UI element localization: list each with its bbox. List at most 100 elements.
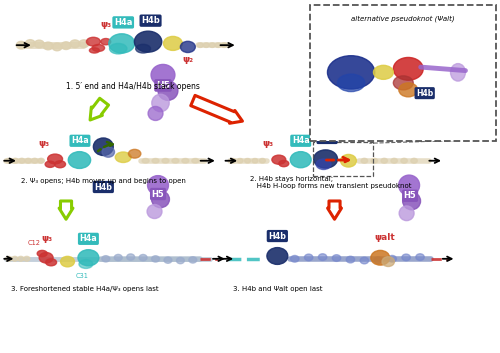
Text: H4b H-loop forms new transient pseudoknot: H4b H-loop forms new transient pseudokno… [250,183,412,189]
Ellipse shape [90,48,100,53]
Text: 2. H4b stays horizontal;: 2. H4b stays horizontal; [250,176,333,182]
Text: C31: C31 [76,273,88,279]
Ellipse shape [136,44,150,53]
Text: C12: C12 [27,240,40,246]
Ellipse shape [158,81,178,100]
Ellipse shape [209,43,215,47]
Ellipse shape [110,43,127,54]
Text: 2. Ψ₃ opens; H4b moves up and begins to open: 2. Ψ₃ opens; H4b moves up and begins to … [22,178,186,184]
Ellipse shape [381,158,388,163]
Ellipse shape [411,158,418,163]
Ellipse shape [360,257,368,264]
Ellipse shape [6,158,12,163]
Ellipse shape [204,43,209,47]
Ellipse shape [116,152,131,162]
Ellipse shape [346,256,354,263]
Ellipse shape [416,254,424,261]
Text: H5: H5 [156,81,170,90]
Ellipse shape [361,158,368,163]
Ellipse shape [86,37,101,46]
Ellipse shape [391,158,398,163]
Ellipse shape [180,41,196,53]
Ellipse shape [252,158,258,163]
Ellipse shape [147,204,162,219]
Ellipse shape [45,161,55,167]
Text: H5: H5 [152,190,164,198]
Text: ψ₃: ψ₃ [38,139,49,148]
Ellipse shape [152,191,170,208]
FancyArrowPatch shape [191,95,242,123]
Text: H4a: H4a [80,234,98,243]
Ellipse shape [290,256,299,262]
Ellipse shape [402,254,410,261]
Ellipse shape [374,257,382,263]
Ellipse shape [318,254,327,261]
Ellipse shape [24,256,30,261]
Ellipse shape [16,41,26,49]
Ellipse shape [48,154,62,164]
Ellipse shape [371,158,378,163]
Text: H4b: H4b [318,133,336,143]
Ellipse shape [314,150,338,168]
Ellipse shape [164,257,172,263]
Ellipse shape [399,83,417,97]
Ellipse shape [316,159,331,169]
Text: H4a: H4a [114,18,132,27]
FancyArrowPatch shape [328,201,342,219]
Text: H4a: H4a [71,136,89,145]
Ellipse shape [92,44,104,52]
Ellipse shape [260,158,266,163]
Ellipse shape [237,158,243,163]
Ellipse shape [398,175,419,196]
Ellipse shape [148,107,163,120]
Ellipse shape [164,36,182,50]
Ellipse shape [39,252,53,263]
Ellipse shape [79,40,89,48]
Ellipse shape [394,58,423,80]
Ellipse shape [450,64,466,81]
Ellipse shape [18,158,25,163]
Ellipse shape [152,158,159,163]
Ellipse shape [37,250,47,257]
Ellipse shape [12,158,18,163]
Ellipse shape [109,34,134,53]
Ellipse shape [134,31,162,52]
Ellipse shape [215,43,221,47]
Ellipse shape [172,158,179,163]
FancyArrowPatch shape [59,201,73,219]
Ellipse shape [152,94,169,112]
Ellipse shape [18,256,24,261]
Ellipse shape [46,259,56,266]
Ellipse shape [338,74,365,92]
FancyBboxPatch shape [310,5,496,142]
Ellipse shape [272,155,286,164]
Text: ψ₃: ψ₃ [100,20,112,29]
Ellipse shape [244,158,250,163]
Text: H4b: H4b [268,232,286,240]
Ellipse shape [399,206,414,221]
Text: 3. H4b and Ψalt open last: 3. H4b and Ψalt open last [232,286,322,292]
Text: ψ₃: ψ₃ [42,234,52,243]
Ellipse shape [52,43,62,51]
Ellipse shape [374,65,394,79]
Ellipse shape [79,260,93,268]
Ellipse shape [60,256,74,267]
Ellipse shape [382,257,394,267]
Ellipse shape [54,161,66,168]
Ellipse shape [230,158,235,163]
Ellipse shape [332,255,340,261]
Ellipse shape [371,250,390,265]
Ellipse shape [340,154,356,167]
Ellipse shape [114,255,122,261]
Ellipse shape [94,138,114,155]
Text: ψalt: ψalt [374,233,394,242]
Ellipse shape [26,40,35,47]
Ellipse shape [78,250,99,266]
Text: H5: H5 [404,191,416,200]
Text: ψ₃: ψ₃ [263,139,274,148]
FancyArrowPatch shape [90,98,108,120]
Ellipse shape [126,254,134,260]
Ellipse shape [304,254,313,261]
Ellipse shape [198,43,203,47]
Text: 3. Foreshortened stable H4a/Ψ₃ opens last: 3. Foreshortened stable H4a/Ψ₃ opens las… [12,286,159,292]
